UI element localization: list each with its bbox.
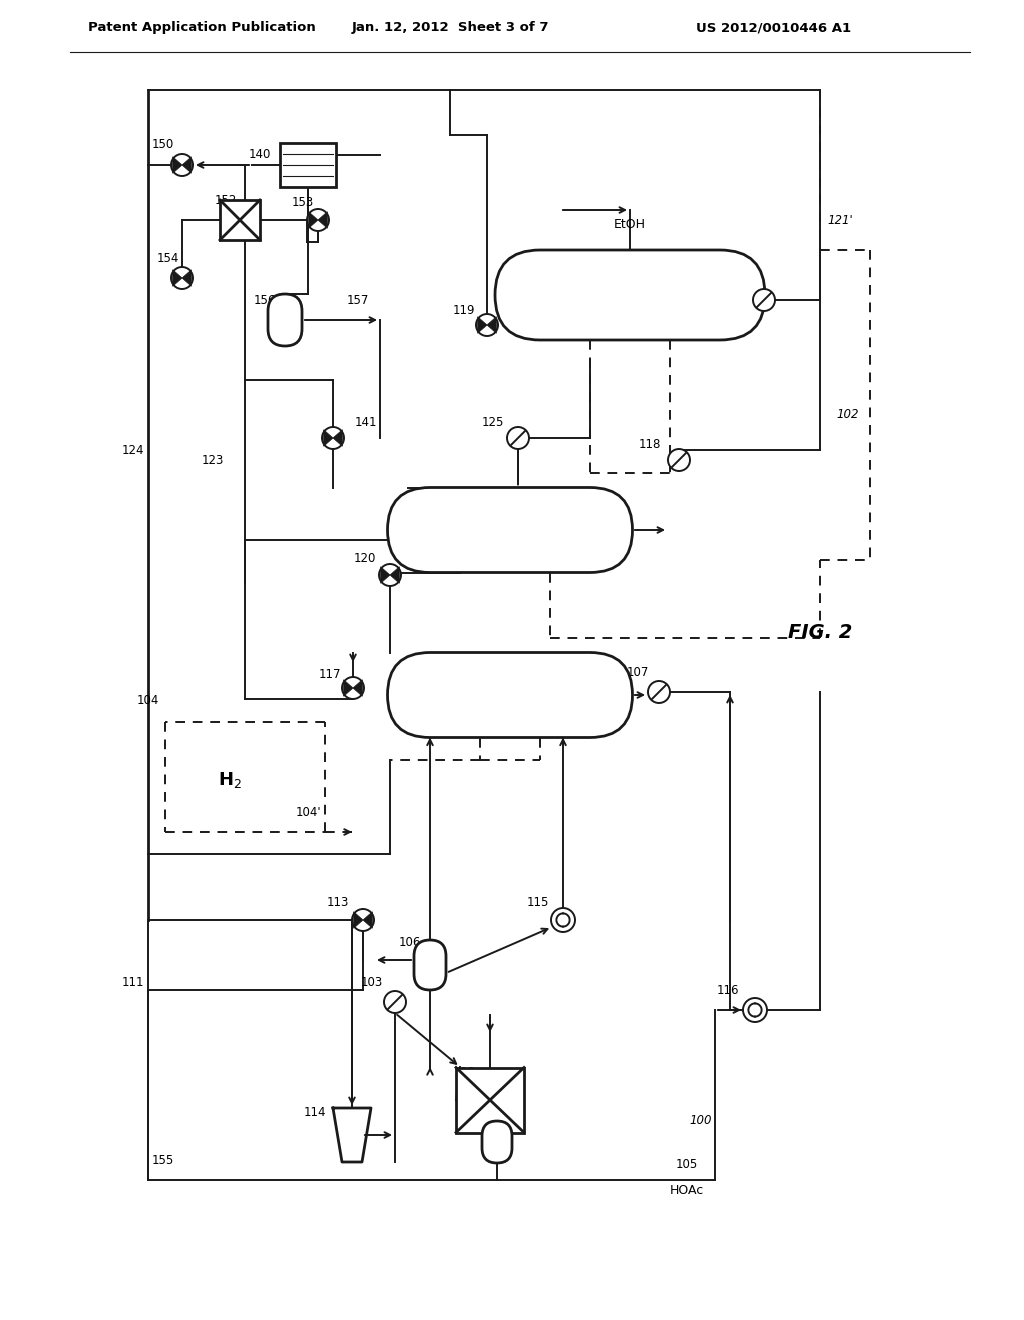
Text: 100: 100 bbox=[690, 1114, 713, 1126]
Circle shape bbox=[648, 681, 670, 704]
Text: H$_2$: H$_2$ bbox=[218, 770, 242, 789]
Text: 155: 155 bbox=[152, 1154, 174, 1167]
Text: 123: 123 bbox=[202, 454, 224, 466]
Text: 124: 124 bbox=[122, 444, 144, 457]
Text: 117: 117 bbox=[318, 668, 341, 681]
Bar bbox=[220, 201, 260, 240]
Bar bbox=[456, 1068, 524, 1133]
Text: 106: 106 bbox=[398, 936, 421, 949]
Text: HOAc: HOAc bbox=[670, 1184, 705, 1196]
Polygon shape bbox=[487, 317, 497, 333]
FancyBboxPatch shape bbox=[387, 652, 633, 738]
Circle shape bbox=[507, 426, 529, 449]
Text: 107: 107 bbox=[476, 676, 499, 689]
Text: 102: 102 bbox=[837, 408, 859, 421]
Text: 156: 156 bbox=[254, 293, 276, 306]
Text: 125: 125 bbox=[482, 416, 504, 429]
Polygon shape bbox=[333, 430, 342, 446]
Text: 115: 115 bbox=[526, 895, 549, 908]
Text: 104: 104 bbox=[137, 693, 159, 706]
Text: 121': 121' bbox=[827, 214, 853, 227]
Text: 150: 150 bbox=[152, 139, 174, 152]
Circle shape bbox=[743, 998, 767, 1022]
Polygon shape bbox=[353, 912, 362, 928]
Text: 105: 105 bbox=[676, 1159, 698, 1172]
Text: 157: 157 bbox=[347, 293, 370, 306]
FancyBboxPatch shape bbox=[414, 940, 446, 990]
Text: 113: 113 bbox=[327, 895, 349, 908]
Circle shape bbox=[476, 314, 498, 337]
Text: 154: 154 bbox=[157, 252, 179, 264]
Circle shape bbox=[171, 267, 193, 289]
Text: 107: 107 bbox=[627, 665, 649, 678]
Text: 114: 114 bbox=[304, 1106, 327, 1118]
Polygon shape bbox=[390, 566, 399, 583]
FancyBboxPatch shape bbox=[482, 1121, 512, 1163]
Circle shape bbox=[551, 908, 575, 932]
Polygon shape bbox=[173, 269, 182, 286]
Polygon shape bbox=[333, 1107, 371, 1162]
Text: 153: 153 bbox=[292, 195, 314, 209]
Text: 111: 111 bbox=[122, 975, 144, 989]
Text: US 2012/0010446 A1: US 2012/0010446 A1 bbox=[696, 21, 851, 34]
Text: 152: 152 bbox=[215, 194, 238, 206]
Text: 103: 103 bbox=[360, 975, 383, 989]
Text: 120: 120 bbox=[354, 552, 376, 565]
Polygon shape bbox=[344, 680, 353, 696]
Text: Patent Application Publication: Patent Application Publication bbox=[88, 21, 315, 34]
FancyBboxPatch shape bbox=[268, 294, 302, 346]
Circle shape bbox=[379, 564, 401, 586]
Text: 110: 110 bbox=[461, 1114, 483, 1126]
Polygon shape bbox=[362, 912, 373, 928]
Text: 108: 108 bbox=[476, 552, 498, 565]
FancyBboxPatch shape bbox=[495, 249, 765, 341]
Bar bbox=[280, 143, 336, 187]
Circle shape bbox=[753, 289, 775, 312]
Polygon shape bbox=[173, 157, 182, 173]
Circle shape bbox=[352, 909, 374, 931]
Polygon shape bbox=[353, 680, 362, 696]
Polygon shape bbox=[182, 269, 191, 286]
Circle shape bbox=[171, 154, 193, 176]
Circle shape bbox=[668, 449, 690, 471]
Polygon shape bbox=[182, 157, 191, 173]
Circle shape bbox=[322, 426, 344, 449]
Text: 104': 104' bbox=[295, 805, 321, 818]
Text: 119: 119 bbox=[453, 304, 475, 317]
Polygon shape bbox=[318, 211, 328, 228]
Circle shape bbox=[342, 677, 364, 700]
Text: 112: 112 bbox=[454, 1065, 476, 1078]
FancyBboxPatch shape bbox=[387, 487, 633, 573]
Text: 141: 141 bbox=[354, 416, 377, 429]
Text: 140: 140 bbox=[249, 149, 271, 161]
Text: 116: 116 bbox=[717, 983, 739, 997]
Polygon shape bbox=[324, 430, 333, 446]
Polygon shape bbox=[477, 317, 487, 333]
Text: FIG. 2: FIG. 2 bbox=[787, 623, 852, 642]
Circle shape bbox=[384, 991, 406, 1012]
Text: EtOH: EtOH bbox=[614, 219, 646, 231]
Text: Jan. 12, 2012  Sheet 3 of 7: Jan. 12, 2012 Sheet 3 of 7 bbox=[352, 21, 550, 34]
Polygon shape bbox=[381, 566, 390, 583]
Circle shape bbox=[307, 209, 329, 231]
Polygon shape bbox=[308, 211, 318, 228]
Text: 118: 118 bbox=[639, 437, 662, 450]
Text: 109: 109 bbox=[589, 305, 611, 318]
Text: 121: 121 bbox=[731, 273, 754, 286]
